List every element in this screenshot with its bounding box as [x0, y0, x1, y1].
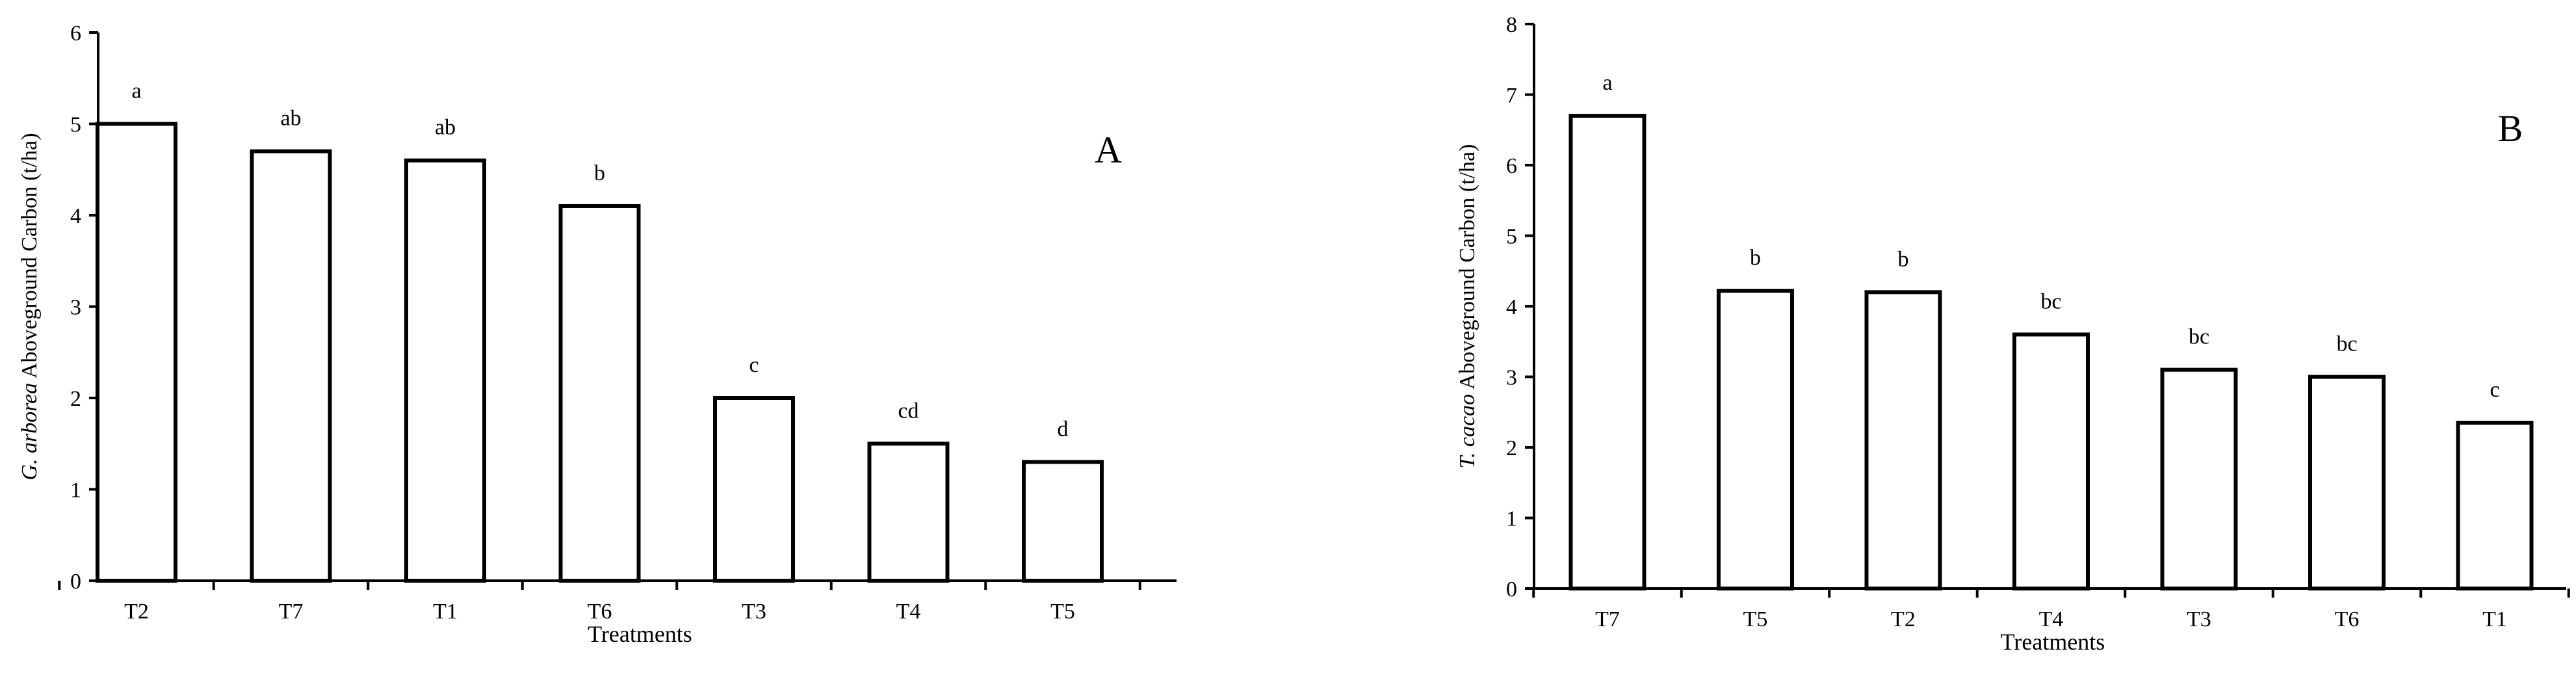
y-tick-label: 2	[70, 387, 81, 411]
significance-label: a	[1602, 71, 1612, 95]
y-tick-label: 0	[1506, 577, 1517, 602]
chart-a: 0 1 2 3 4 5 6 a T2 ab T7 ab T1 b T6 c T3 cd T4 d T5 Treatment…	[18, 21, 1177, 647]
significance-label: bc	[2336, 332, 2357, 356]
x-tick-label: T6	[2335, 607, 2360, 631]
y-tick-label: 2	[1506, 436, 1517, 460]
significance-label: cd	[898, 399, 918, 423]
x-tick-label: T2	[1891, 607, 1916, 631]
x-tick-label: T7	[1595, 607, 1620, 631]
x-tick-label: T5	[1743, 607, 1768, 631]
significance-label: d	[1058, 417, 1069, 441]
y-axis-title: T. cacao Aboveground Carbon (t/ha)	[1455, 144, 1479, 469]
bar-t3	[713, 396, 795, 583]
y-tick-label: 0	[70, 570, 81, 594]
bar-t6	[558, 204, 641, 583]
y-axis-title-measure: Aboveground Carbon (t/ha)	[18, 133, 42, 382]
y-axis-title-species: G. arborea	[18, 383, 42, 481]
significance-label: b	[1750, 246, 1761, 270]
y-tick-label: 3	[70, 296, 81, 320]
bar-t7	[250, 149, 332, 583]
bar-t6	[2308, 375, 2386, 590]
x-tick-label: T2	[124, 600, 149, 624]
significance-label: ab	[280, 107, 301, 131]
y-tick-label: 1	[70, 479, 81, 503]
y-tick-label: 1	[1506, 507, 1517, 531]
y-tick-label: 4	[70, 204, 81, 228]
x-tick-label: T1	[2482, 607, 2507, 631]
panel-label: A	[1095, 129, 1122, 171]
y-axis-title: G. arborea Aboveground Carbon (t/ha)	[18, 133, 42, 480]
x-tick-label: T4	[896, 600, 921, 624]
bar-t2	[1864, 290, 1942, 590]
x-tick-label: T7	[279, 600, 304, 624]
significance-label: b	[594, 161, 605, 185]
bar-t5	[1717, 289, 1794, 590]
y-tick-label: 4	[1506, 295, 1517, 319]
x-tick-label: T3	[2187, 607, 2211, 631]
y-tick-label: 7	[1506, 84, 1517, 108]
significance-label: ab	[435, 116, 456, 140]
x-tick-label: T4	[2039, 607, 2064, 631]
x-axis-title: Treatments	[588, 621, 692, 647]
y-tick-label: 6	[1506, 154, 1517, 178]
significance-label: a	[131, 79, 141, 103]
x-axis-title: Treatments	[2001, 629, 2105, 655]
y-axis-title-measure: Aboveground Carbon (t/ha)	[1455, 144, 1479, 394]
bar-t2	[96, 122, 177, 583]
bar-t3	[2160, 367, 2238, 591]
x-tick-label: T3	[742, 600, 766, 624]
y-tick-label: 5	[1506, 225, 1517, 249]
y-tick-label: 3	[1506, 366, 1517, 390]
x-tick-label: T5	[1050, 600, 1075, 624]
significance-label: bc	[2040, 289, 2061, 313]
bar-t7	[1568, 114, 1646, 591]
x-tick-label: T6	[588, 600, 612, 624]
x-tick-label: T1	[433, 600, 458, 624]
significance-label: bc	[2189, 325, 2209, 349]
bar-t1	[404, 158, 486, 583]
y-axis-title-species: T. cacao	[1455, 394, 1479, 469]
significance-label: c	[749, 353, 759, 377]
bar-t4	[2012, 332, 2090, 591]
bar-t1	[2456, 421, 2534, 591]
y-tick-label: 5	[70, 113, 81, 137]
bar-t5	[1022, 460, 1104, 583]
chart-b: 0 1 2 3 4 5 6 7 8 a T7 b T5 b T2 bc T4 bc T3 bc T6 c T1 Treatme…	[1455, 13, 2570, 655]
y-tick-label: 8	[1506, 13, 1517, 37]
significance-label: c	[2490, 378, 2499, 402]
y-tick-label: 6	[70, 21, 81, 46]
panel-label: B	[2498, 107, 2523, 150]
significance-label: b	[1898, 247, 1909, 271]
bar-t4	[867, 442, 950, 583]
